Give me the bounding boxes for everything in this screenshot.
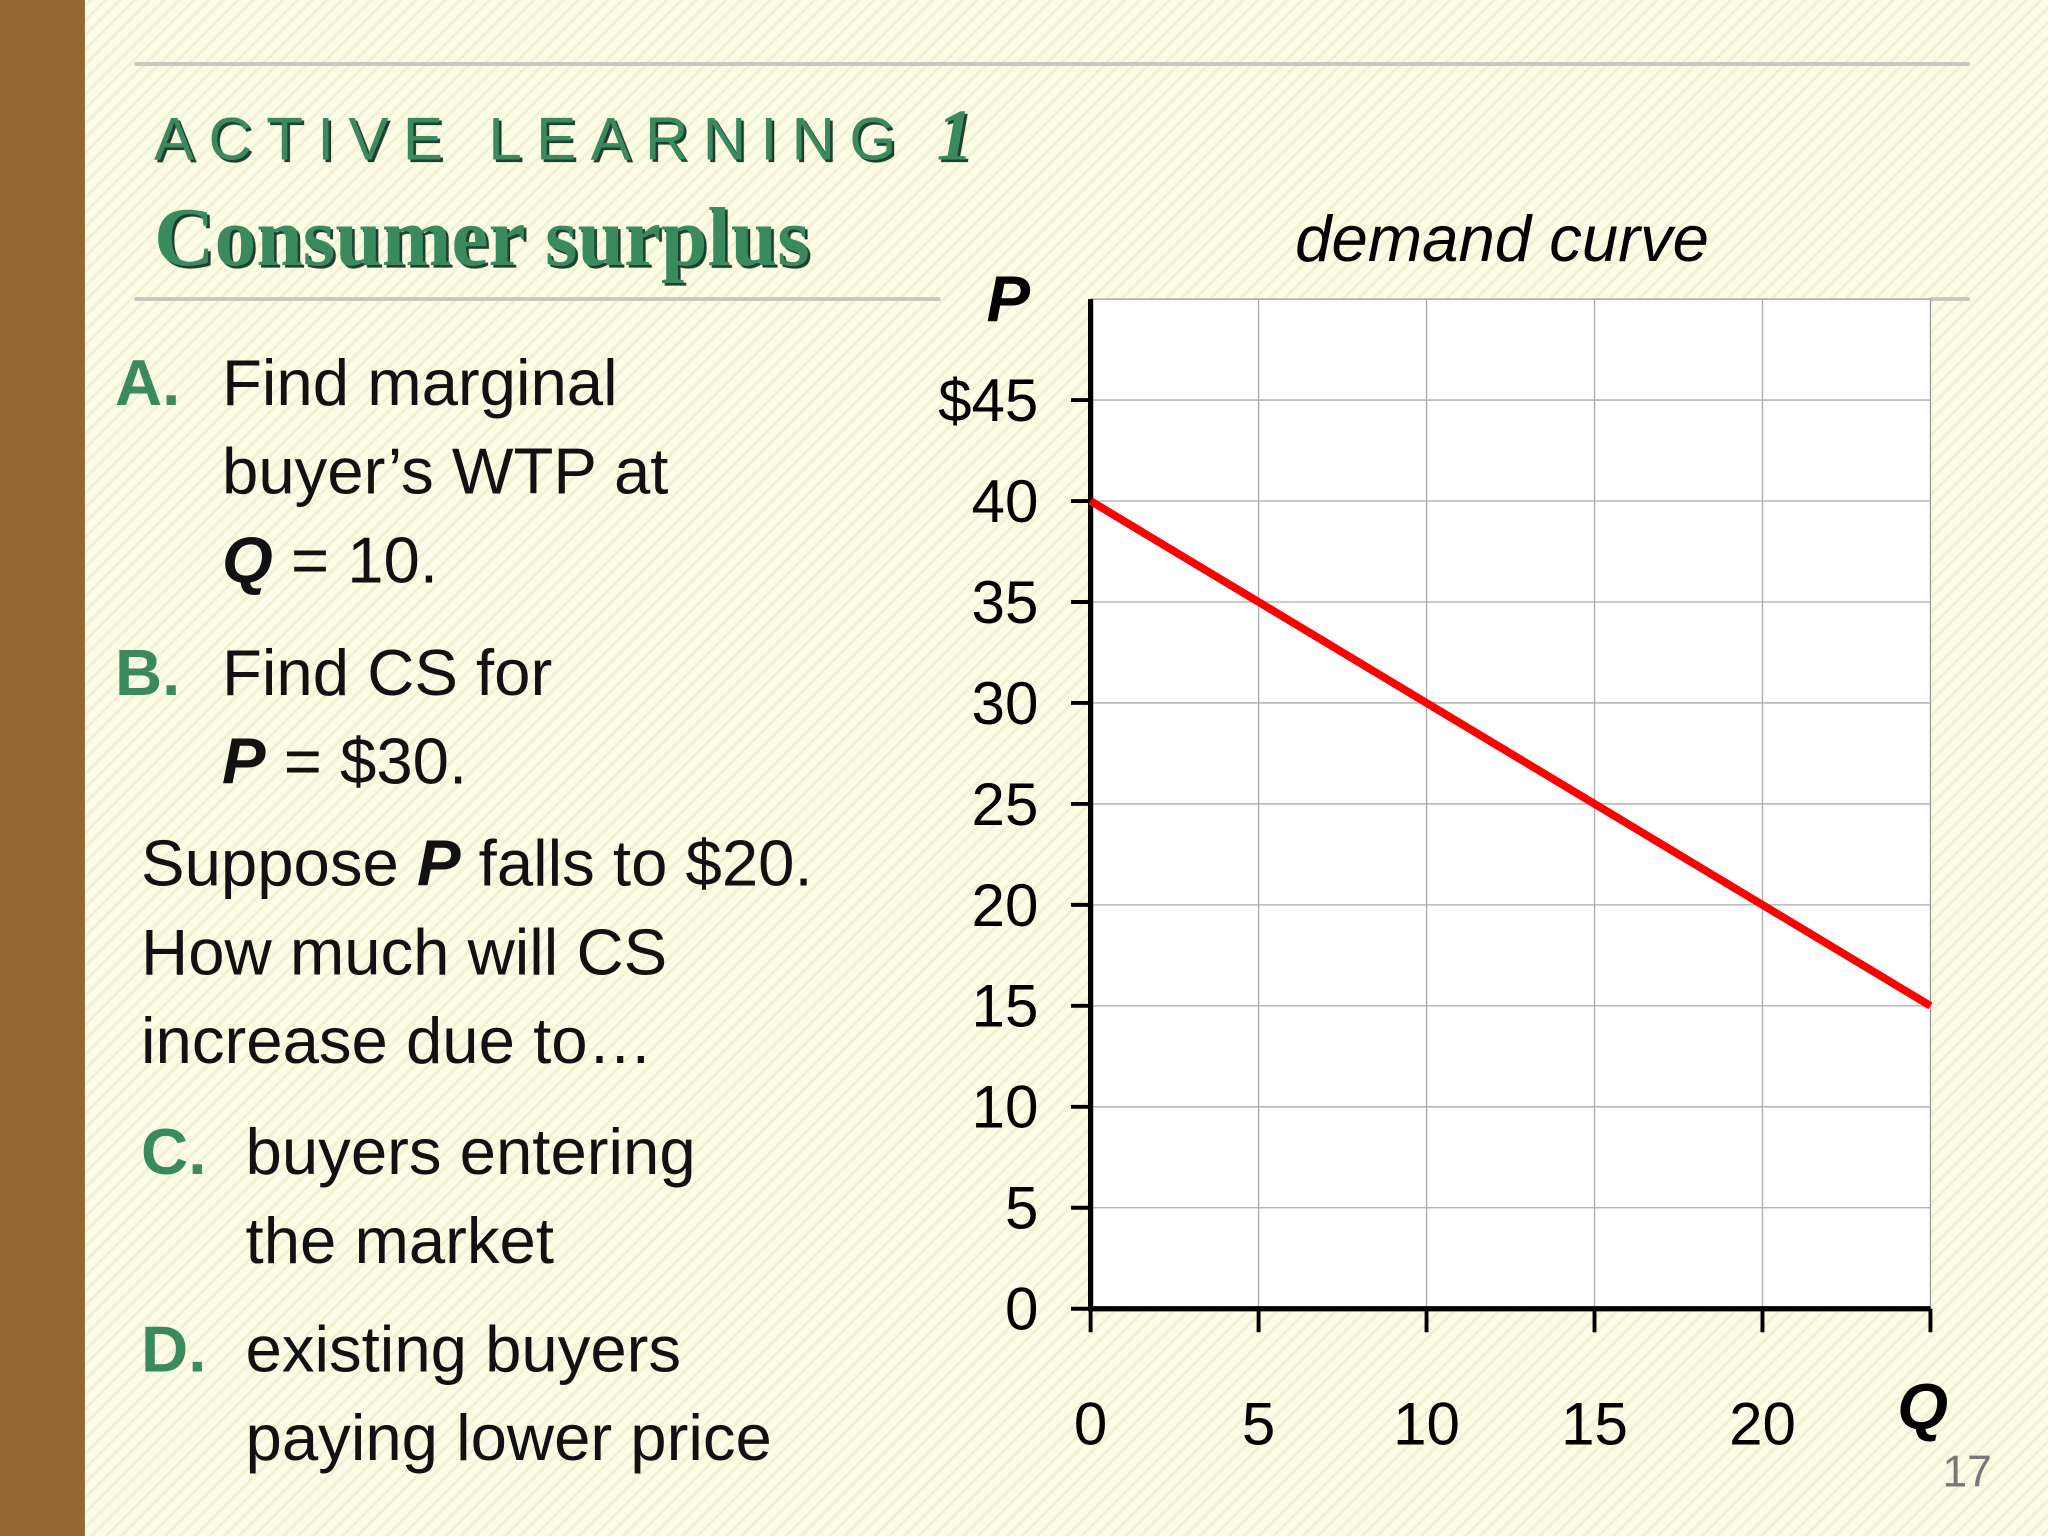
item-line: Find marginal — [222, 346, 618, 419]
part-line: the market — [246, 1204, 554, 1277]
item-text: = $30. — [266, 725, 468, 798]
y-tick-label: 40 — [972, 468, 1039, 535]
chart-title: demand curve — [1295, 202, 1709, 275]
x-tick-label: 20 — [1729, 1391, 1796, 1458]
question-line: increase due to… — [141, 1004, 653, 1077]
y-tick-label: 5 — [1005, 1175, 1038, 1242]
question-text: Suppose — [141, 827, 417, 900]
item-text: = 10. — [273, 524, 438, 597]
part-letter: D. — [141, 1312, 206, 1385]
item-letter: A. — [115, 346, 180, 419]
item-letter: B. — [115, 636, 180, 709]
item-line: Find CS for — [222, 636, 552, 709]
y-tick-label: 15 — [972, 973, 1039, 1040]
part-line: paying lower price — [246, 1401, 772, 1474]
y-tick-label: 35 — [972, 569, 1039, 636]
question-line: How much will CS — [141, 915, 667, 988]
question-text: falls to $20. — [461, 827, 813, 900]
slide-title: Consumer surplus — [154, 192, 810, 284]
x-axis-label: Q — [1897, 1370, 1948, 1443]
variable: Q — [222, 524, 273, 597]
question-line: Suppose P falls to $20. — [141, 827, 813, 900]
part-line: existing buyers — [246, 1312, 682, 1385]
variable: P — [222, 725, 266, 798]
part-letter: C. — [141, 1115, 206, 1188]
item-line: P = $30. — [222, 725, 467, 798]
item-line: Q = 10. — [222, 524, 438, 597]
kicker: ACTIVE LEARNING 1 — [154, 94, 987, 175]
y-tick-label: $45 — [938, 367, 1038, 434]
y-tick-label: 30 — [972, 670, 1039, 737]
x-tick-label: 5 — [1242, 1391, 1275, 1458]
x-tick-label: 0 — [1074, 1391, 1107, 1458]
page-number: 17 — [1942, 1447, 1991, 1496]
y-tick-label: 10 — [972, 1074, 1039, 1141]
header: ACTIVE LEARNING 1 Consumer surplus — [154, 94, 987, 284]
x-tick-label: 15 — [1561, 1391, 1628, 1458]
kicker-text: ACTIVE LEARNING — [154, 105, 910, 172]
y-tick-label: 0 — [1005, 1276, 1038, 1343]
y-tick-label: 20 — [972, 872, 1039, 939]
y-tick-label: 25 — [972, 771, 1039, 838]
demand-curve — [1088, 497, 1933, 1010]
item-line: buyer’s WTP at — [222, 435, 668, 508]
part-line: buyers entering — [246, 1115, 696, 1188]
side-bar — [0, 0, 85, 1536]
x-tick-label: 10 — [1393, 1391, 1460, 1458]
kicker-number: 1 — [937, 94, 988, 175]
variable: P — [417, 827, 461, 900]
y-axis-label: P — [987, 262, 1031, 335]
